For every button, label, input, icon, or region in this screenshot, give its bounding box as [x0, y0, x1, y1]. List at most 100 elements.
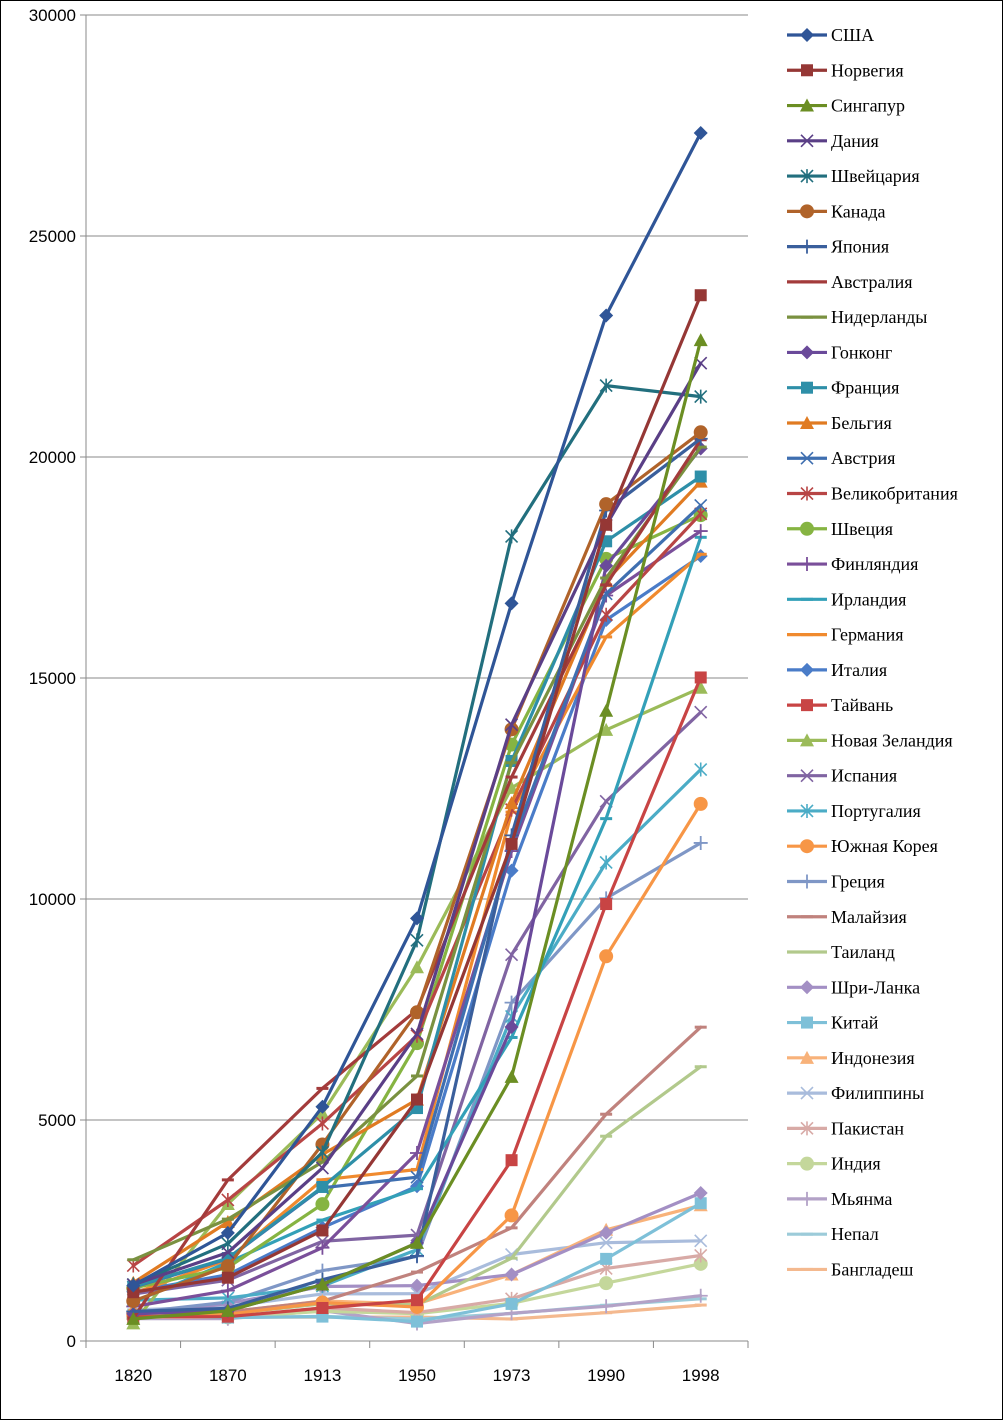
data-point — [693, 680, 708, 694]
legend-entry: Бельгия — [787, 413, 892, 433]
legend-label: Нидерланды — [831, 307, 927, 327]
data-point — [505, 529, 519, 544]
legend-marker — [800, 733, 814, 747]
data-point — [505, 1154, 518, 1167]
data-point — [599, 378, 613, 393]
legend-marker — [801, 699, 813, 712]
legend-entry: Швеция — [787, 519, 893, 539]
data-point — [410, 960, 424, 974]
legend-label: Франция — [831, 378, 899, 398]
data-point — [693, 835, 708, 850]
legend-marker — [800, 662, 814, 677]
legend-label: Италия — [831, 660, 887, 680]
data-point — [315, 1099, 330, 1114]
y-tick-label: 20000 — [29, 448, 76, 467]
legend-entry: Мьянма — [787, 1189, 892, 1209]
legend-marker — [800, 134, 814, 148]
legend-label: Бангладеш — [831, 1259, 914, 1279]
legend-marker — [801, 381, 813, 394]
y-tick-label: 5000 — [38, 1111, 76, 1130]
legend-entry: Таиланд — [787, 942, 895, 962]
data-point — [504, 1020, 519, 1035]
legend-label: Индонезия — [831, 1048, 915, 1068]
legend-entry: Южная Корея — [787, 836, 938, 856]
data-point — [126, 1311, 141, 1325]
data-point — [599, 722, 614, 736]
data-point — [599, 308, 614, 323]
data-point — [315, 1277, 330, 1291]
data-point — [411, 1093, 423, 1106]
legend-entry: Дания — [787, 131, 879, 151]
data-point — [693, 125, 708, 140]
data-point — [410, 1005, 424, 1020]
legend-label: Греция — [831, 871, 885, 891]
data-point — [600, 1252, 613, 1265]
data-point — [315, 1197, 330, 1212]
legend-marker — [800, 451, 814, 465]
legend-label: Тайвань — [831, 695, 893, 715]
y-tick-label: 10000 — [29, 890, 76, 909]
data-point — [599, 497, 614, 512]
legend-entry: Тайвань — [787, 695, 893, 715]
legend-marker — [800, 415, 814, 429]
data-point — [504, 1267, 519, 1282]
legend-marker — [801, 64, 813, 77]
data-point — [315, 1240, 330, 1255]
data-point — [694, 671, 707, 684]
y-tick-label: 15000 — [29, 669, 76, 688]
data-point — [411, 1294, 423, 1307]
legend-entry: Италия — [787, 660, 887, 680]
legend-entry: США — [787, 25, 874, 45]
legend-marker — [800, 980, 814, 995]
data-point — [693, 796, 708, 811]
data-point — [693, 1288, 708, 1303]
legend-label: Шри-Ланка — [831, 977, 920, 997]
gridlines — [86, 14, 748, 1121]
legend-entry: Пакистан — [787, 1118, 904, 1138]
data-point — [599, 855, 613, 870]
data-point — [315, 1145, 329, 1160]
data-point — [410, 911, 424, 926]
legend-entry: Сингапур — [787, 96, 905, 116]
legend-label: Япония — [831, 237, 889, 257]
legend-entry: Бангладеш — [787, 1259, 914, 1279]
data-point — [316, 1180, 329, 1193]
legend-label: США — [831, 25, 874, 45]
data-point — [221, 1245, 235, 1260]
legend: США Норвегия Сингапур Дания Швейцария Канада Я… — [787, 25, 958, 1279]
legend-marker — [800, 28, 814, 42]
legend-entry: Филиппины — [787, 1083, 924, 1103]
legend-entry: Индонезия — [787, 1048, 915, 1068]
legend-marker — [800, 1121, 814, 1136]
x-tick-label: 1998 — [682, 1366, 720, 1385]
legend-entry: Германия — [787, 625, 904, 645]
legend-marker — [800, 839, 814, 854]
data-point — [221, 1192, 235, 1207]
data-point — [694, 470, 707, 483]
legend-label: Испания — [831, 766, 897, 786]
data-point — [693, 1256, 708, 1271]
series-3 — [126, 333, 708, 1325]
legend-label: Китай — [831, 1013, 879, 1033]
data-point — [126, 1278, 141, 1293]
data-point — [599, 1225, 614, 1240]
y-tick-label: 0 — [67, 1332, 76, 1351]
data-point — [504, 596, 519, 611]
legend-entry: Гонконг — [787, 342, 892, 362]
data-point — [694, 1234, 708, 1248]
legend-entry: Новая Зеландия — [787, 730, 953, 750]
data-point — [504, 1208, 519, 1223]
legend-marker — [800, 1191, 814, 1206]
data-point — [316, 1301, 329, 1314]
data-point — [505, 718, 519, 732]
legend-marker — [800, 1050, 814, 1064]
legend-entry: Португалия — [787, 801, 921, 821]
legend-entry: Франция — [787, 378, 899, 398]
data-point — [693, 1185, 708, 1200]
data-point — [410, 1146, 424, 1161]
data-point — [693, 425, 708, 440]
legend-marker — [800, 239, 814, 254]
legend-label: Таиланд — [831, 942, 895, 962]
